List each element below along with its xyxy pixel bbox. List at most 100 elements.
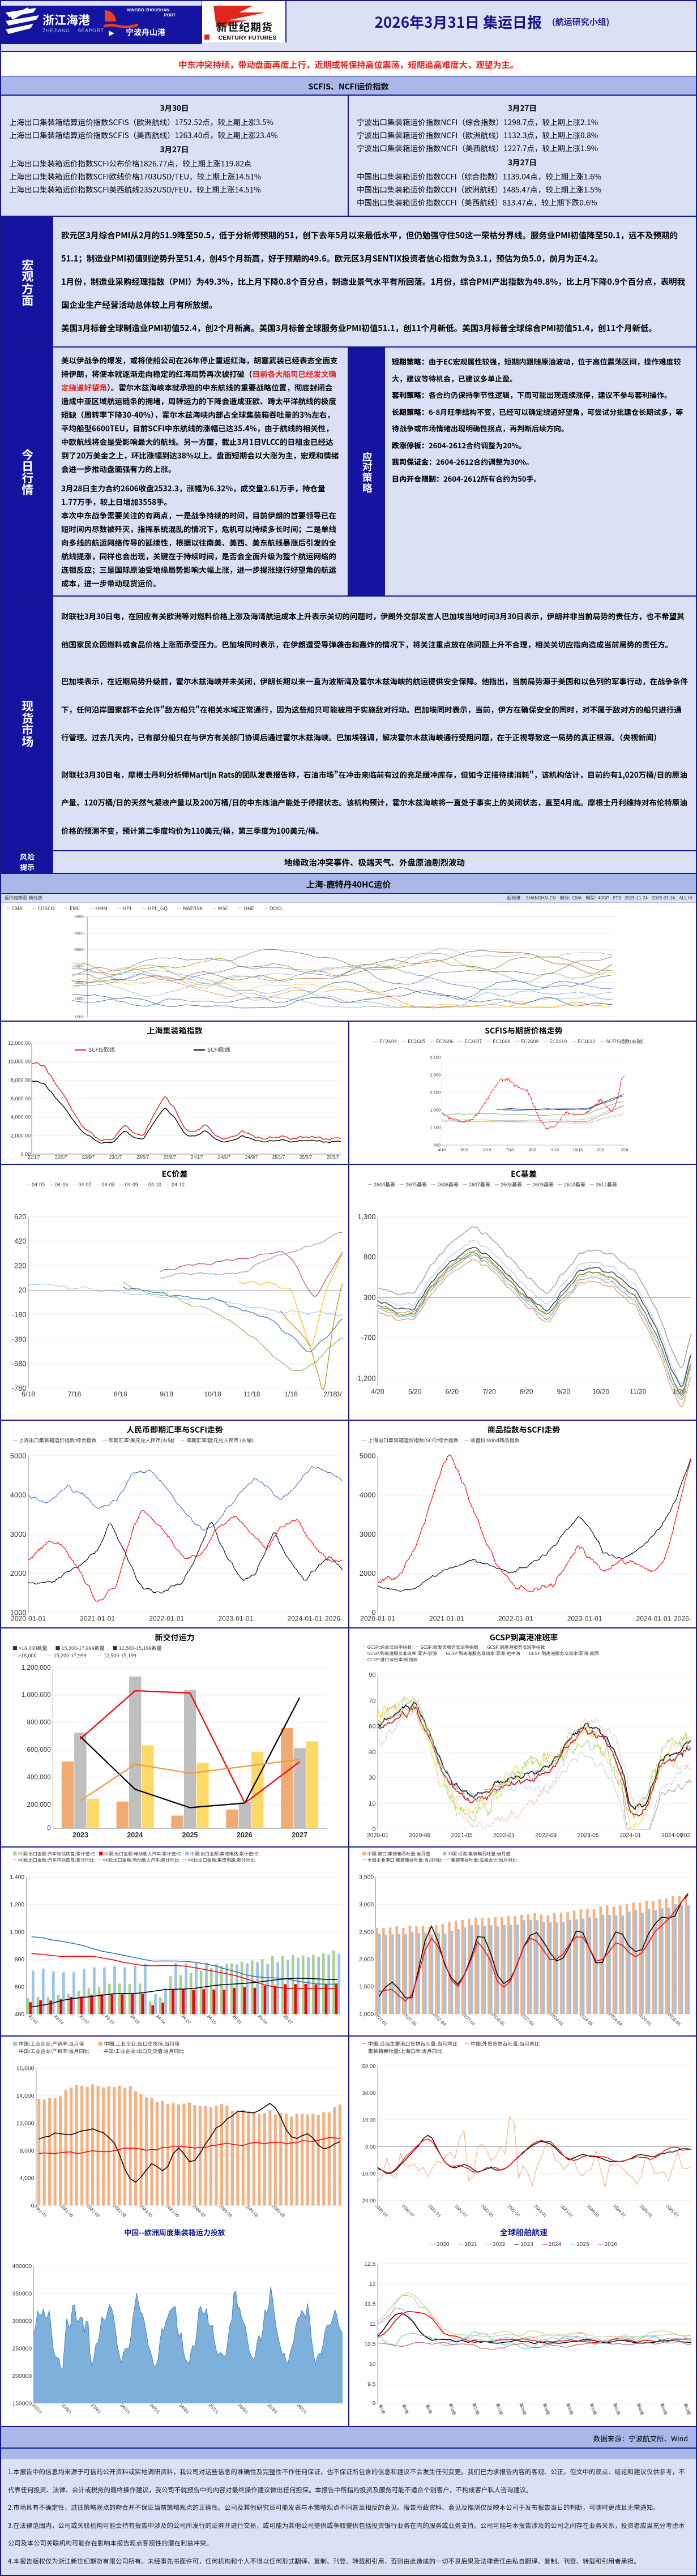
svg-text:250000: 250000 [12,2346,32,2352]
svg-text:8/18: 8/18 [528,1148,536,1152]
svg-text:-700: -700 [361,1334,376,1342]
svg-text:2021-01-01: 2021-01-01 [429,1614,464,1622]
svg-text:-10.00: -10.00 [361,2171,376,2177]
svg-text:4000: 4000 [75,931,84,936]
svg-text:350000: 350000 [12,2291,32,2297]
svg-text:600: 600 [434,1143,441,1148]
svg-text:90: 90 [369,1672,375,1679]
svg-text:2022-07: 2022-07 [506,2203,521,2218]
svg-text:2022-01-01: 2022-01-01 [149,1615,184,1623]
svg-text:2024: 2024 [127,1831,143,1838]
svg-text:800,000: 800,000 [27,1718,52,1726]
svg-text:10: 10 [369,2361,376,2368]
svg-text:22/5/7: 22/5/7 [55,1155,68,1160]
svg-text:11/18: 11/18 [243,1390,260,1398]
svg-text:3/18: 3/18 [621,1148,628,1152]
svg-text:12,000: 12,000 [16,2120,35,2127]
svg-text:第5周: 第5周 [401,2403,410,2415]
svg-text:9: 9 [373,2401,376,2407]
svg-text:600,000: 600,000 [27,1746,52,1754]
svg-text:9/18: 9/18 [160,1390,173,1398]
svg-text:2022-01: 2022-01 [480,2203,495,2218]
svg-text:SEAPORT: SEAPORT [78,28,104,33]
svg-text:20: 20 [18,1286,26,1295]
svg-text:23-01: 23-01 [28,2014,39,2025]
svg-text:30.00: 30.00 [362,2090,376,2097]
svg-text:SCFI欧线: SCFI欧线 [207,1045,230,1053]
svg-text:2020-09: 2020-09 [409,1832,430,1838]
svg-text:0.00: 0.00 [365,2144,376,2150]
svg-text:12: 12 [369,2281,376,2287]
svg-text:14,000: 14,000 [16,2093,35,2099]
svg-text:第21周: 第21周 [495,2402,504,2415]
svg-text:50.00: 50.00 [362,2063,376,2069]
svg-text:400,000: 400,000 [27,1774,52,1781]
svg-text:第53周: 第53周 [683,2402,691,2415]
svg-text:24/5/7: 24/5/7 [218,1155,231,1160]
svg-text:4500: 4500 [75,914,84,919]
svg-text:5000: 5000 [360,1452,376,1460]
svg-text:2023-01-01: 2023-01-01 [218,1615,253,1623]
svg-text:6,000.00: 6,000.00 [11,1096,31,1101]
svg-text:8,000.00: 8,000.00 [11,1077,31,1083]
svg-text:12.5: 12.5 [364,2261,375,2268]
svg-text:24/1/7: 24/1/7 [191,1155,204,1160]
svg-text:4000: 4000 [360,1491,376,1499]
svg-text:26/1/1: 26/1/1 [296,2403,308,2415]
svg-text:2023-01-01: 2023-01-01 [567,1614,602,1622]
svg-text:400000: 400000 [12,2264,32,2270]
svg-text:24-10: 24-10 [206,2014,218,2026]
svg-text:2024-01-01: 2024-01-01 [636,1614,672,1622]
svg-text:-180: -180 [12,1310,27,1319]
svg-text:25/5/7: 25/5/7 [300,1155,313,1160]
svg-text:2021-07: 2021-07 [454,2203,469,2218]
svg-text:25-01: 25-01 [232,2014,243,2025]
svg-text:23/1/7: 23/1/7 [109,1155,122,1160]
svg-text:2024-01-01: 2024-01-01 [287,1615,322,1623]
svg-text:3500: 3500 [75,947,84,952]
svg-text:2024-07: 2024-07 [612,2203,627,2218]
svg-text:2023: 2023 [72,1831,88,1838]
svg-text:23/9/7: 23/9/7 [164,1155,177,1160]
svg-text:23/1/1: 23/1/1 [31,2403,44,2415]
svg-text:25-07: 25-07 [283,2014,294,2025]
svg-text:24-07: 24-07 [181,2014,192,2025]
svg-text:-20.00: -20.00 [361,2198,376,2204]
svg-text:第13周: 第13周 [448,2402,457,2415]
svg-text:2026: 2026 [237,1831,253,1838]
svg-text:24/5/1: 24/5/1 [149,2403,161,2415]
svg-text:400: 400 [15,2012,25,2018]
svg-text:12,000.00: 12,000.00 [8,1040,31,1046]
svg-text:6/20: 6/20 [446,1388,459,1396]
svg-text:2022-01-01: 2022-01-01 [498,1614,533,1622]
svg-text:2021-01-01: 2021-01-01 [80,1615,115,1623]
svg-text:1,500: 1,500 [359,1984,374,1990]
svg-text:23-10: 23-10 [104,2014,116,2026]
svg-text:浙江海港: 浙江海港 [42,11,90,28]
svg-text:-380: -380 [12,1335,27,1343]
svg-text:11/20: 11/20 [630,1388,647,1396]
svg-text:11.5: 11.5 [365,2301,376,2308]
svg-text:8/20: 8/20 [520,1388,533,1396]
svg-text:0: 0 [47,1825,51,1832]
svg-text:4000: 4000 [10,1491,27,1499]
svg-text:150000: 150000 [12,2401,32,2407]
svg-text:7/18: 7/18 [506,1148,514,1152]
svg-text:10: 10 [369,1801,375,1807]
svg-text:25/9/1: 25/9/1 [266,2403,279,2415]
svg-text:23-04: 23-04 [53,2014,65,2026]
svg-text:9/20: 9/20 [557,1388,571,1396]
svg-text:新世纪期货: 新世纪期货 [216,19,273,35]
svg-text:2022-01: 2022-01 [493,1832,515,1838]
svg-text:200000: 200000 [12,2373,32,2380]
svg-text:1500: 1500 [75,1014,84,1019]
svg-text:24-01: 24-01 [130,2014,141,2025]
svg-text:24/1/1: 24/1/1 [119,2403,132,2415]
svg-text:7/18: 7/18 [68,1390,82,1398]
svg-text:800: 800 [364,1253,376,1261]
svg-text:2023-07: 2023-07 [559,2203,574,2218]
svg-text:1/18: 1/18 [284,1390,298,1398]
svg-text:4/18: 4/18 [438,1148,446,1152]
svg-text:8/18: 8/18 [114,1390,127,1398]
svg-text:第49周: 第49周 [659,2402,668,2415]
